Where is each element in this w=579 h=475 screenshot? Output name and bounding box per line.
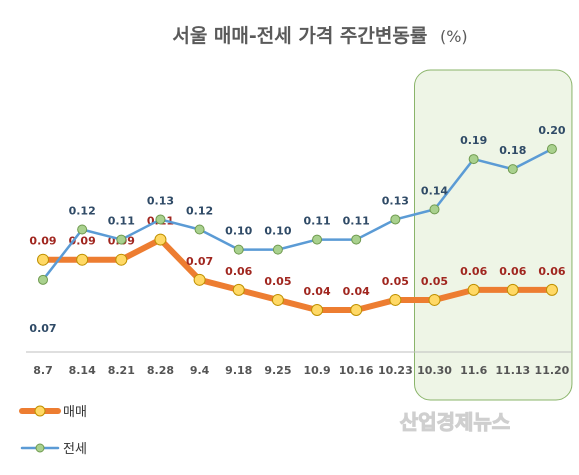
chart-title: 서울 매매-전세 가격 주간변동률 (%) <box>172 25 467 47</box>
jeonse-point <box>312 234 323 245</box>
legend-label: 전세 <box>63 442 87 457</box>
jeonse-point <box>38 274 48 285</box>
jeonse-data-label: 0.19 <box>460 134 487 147</box>
sale-point <box>154 233 167 246</box>
sale-point <box>193 273 206 286</box>
sale-data-label: 0.04 <box>303 285 330 298</box>
sale-point <box>350 304 363 316</box>
series-layer: 0.090.090.090.110.070.060.050.040.040.05… <box>29 124 565 335</box>
sale-series: 0.090.090.090.110.070.060.050.040.040.05… <box>29 215 566 316</box>
jeonse-data-label: 0.10 <box>264 225 291 238</box>
x-tick-label: 11.20 <box>535 364 570 377</box>
sale-point <box>506 283 519 296</box>
sale-point <box>389 293 402 306</box>
jeonse-data-label: 0.11 <box>343 215 370 228</box>
highlight-box <box>414 69 573 401</box>
sale-point <box>76 253 89 266</box>
sale-point <box>467 283 480 296</box>
sale-data-label: 0.06 <box>538 265 565 278</box>
sale-point <box>37 253 49 266</box>
x-tick-label: 8.14 <box>69 364 96 377</box>
sale-point <box>428 293 441 306</box>
x-tick-label: 11.13 <box>495 364 530 377</box>
jeonse-data-label: 0.18 <box>499 144 526 157</box>
jeonse-point <box>116 234 127 245</box>
legend-swatch-marker <box>34 405 46 417</box>
jeonse-data-label: 0.07 <box>29 322 56 335</box>
x-tick-label: 8.7 <box>33 364 53 377</box>
x-tick-label: 10.30 <box>417 364 452 377</box>
x-tick-label: 8.21 <box>108 364 135 377</box>
jeonse-data-label: 0.12 <box>69 205 96 218</box>
watermark: 산업경제뉴스 <box>400 410 510 434</box>
legend-item-jeonse: 전세 <box>20 442 87 457</box>
sale-data-label: 0.06 <box>499 265 526 278</box>
jeonse-point <box>155 214 166 225</box>
sale-point <box>311 304 324 316</box>
x-tick-label: 11.6 <box>460 364 487 377</box>
chart-title-unit: (%) <box>440 27 468 46</box>
jeonse-point <box>77 224 88 235</box>
x-tick-label: 10.9 <box>303 364 330 377</box>
legend-item-sale: 매매 <box>19 405 87 420</box>
jeonse-point <box>390 214 401 225</box>
jeonse-data-label: 0.10 <box>225 225 252 238</box>
jeonse-point <box>194 224 205 235</box>
sale-point <box>115 253 128 266</box>
jeonse-point <box>272 244 283 255</box>
sale-point <box>232 283 245 296</box>
x-axis-tick-labels: 8.7 8.14 8.21 8.28 9.4 9.18 9.25 10.9 10.16 10.23… <box>33 364 569 377</box>
sale-data-label: 0.05 <box>382 275 409 288</box>
x-tick-label: 10.16 <box>339 364 374 377</box>
sale-data-label: 0.06 <box>460 265 487 278</box>
jeonse-point <box>233 244 244 255</box>
sale-data-label: 0.06 <box>225 265 252 278</box>
sale-data-label: 0.09 <box>29 235 56 248</box>
jeonse-data-label: 0.13 <box>147 194 174 207</box>
jeonse-data-label: 0.11 <box>108 215 135 228</box>
x-tick-label: 8.28 <box>147 364 174 377</box>
jeonse-point <box>351 234 362 245</box>
jeonse-point <box>468 154 479 165</box>
jeonse-data-label: 0.11 <box>303 215 330 228</box>
sale-data-label: 0.07 <box>186 255 213 268</box>
chart-title-text: 서울 매매-전세 가격 주간변동률 <box>172 25 427 47</box>
legend-swatch-marker <box>35 443 45 453</box>
x-tick-label: 9.4 <box>190 364 210 377</box>
jeonse-point <box>429 204 440 215</box>
jeonse-data-label: 0.20 <box>538 124 565 137</box>
jeonse-point <box>546 144 557 154</box>
sale-line <box>40 236 555 313</box>
sale-data-label: 0.04 <box>343 285 370 298</box>
jeonse-data-label: 0.14 <box>421 184 448 197</box>
x-tick-label: 9.18 <box>225 364 252 377</box>
jeonse-line <box>41 147 554 282</box>
jeonse-point <box>507 164 518 175</box>
jeonse-data-label: 0.13 <box>382 194 409 207</box>
sale-data-label: 0.05 <box>421 275 448 288</box>
x-tick-label: 10.23 <box>378 364 413 377</box>
sale-point <box>545 283 558 296</box>
jeonse-series: 0.07 0.12 0.11 0.13 0.12 0.10 0.10 0.11 0.11 0.13… <box>29 124 565 335</box>
x-tick-label: 9.25 <box>264 364 291 377</box>
sale-data-label: 0.05 <box>264 275 291 288</box>
legend-label: 매매 <box>63 405 87 420</box>
sale-point <box>271 293 284 306</box>
jeonse-data-label: 0.12 <box>186 205 213 218</box>
